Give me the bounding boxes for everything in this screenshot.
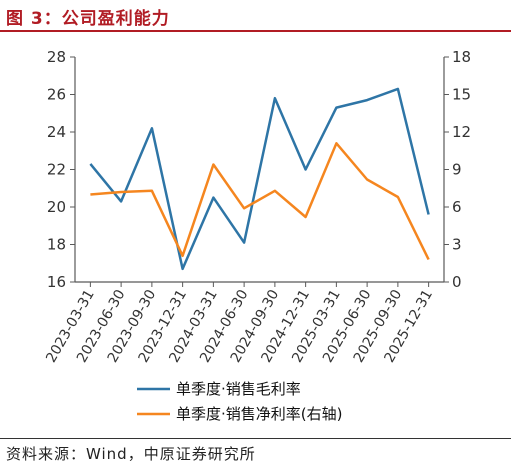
right-tick-label: 15 (452, 86, 471, 104)
left-tick-label: 20 (47, 198, 66, 216)
left-tick-label: 28 (47, 48, 66, 66)
series-line-2 (90, 142, 430, 261)
legend-label-2: 单季度·销售净利率(右轴) (176, 405, 342, 423)
left-tick-label: 22 (47, 161, 66, 179)
chart-series (89, 87, 430, 271)
series-line-1 (89, 87, 430, 271)
source-note: 资料来源：Wind，中原证券研究所 (6, 445, 256, 463)
right-tick-label: 9 (452, 161, 462, 179)
left-tick-label: 24 (47, 123, 66, 141)
left-tick-label: 26 (47, 86, 66, 104)
right-tick-label: 3 (452, 236, 462, 254)
left-tick-label: 16 (47, 273, 66, 291)
line-chart: 1618202224262803691215182023-03-312023-0… (43, 48, 471, 423)
right-tick-label: 0 (452, 273, 462, 291)
figure-title: 图 3：公司盈利能力 (6, 9, 170, 29)
right-tick-label: 12 (452, 123, 471, 141)
title-rule (0, 30, 511, 32)
right-tick-label: 18 (452, 48, 471, 66)
right-tick-label: 6 (452, 198, 462, 216)
legend-label-1: 单季度·销售毛利率 (176, 380, 301, 398)
chart-ticks: 1618202224262803691215182023-03-312023-0… (43, 48, 471, 365)
source-rule (0, 438, 511, 439)
left-tick-label: 18 (47, 236, 66, 254)
